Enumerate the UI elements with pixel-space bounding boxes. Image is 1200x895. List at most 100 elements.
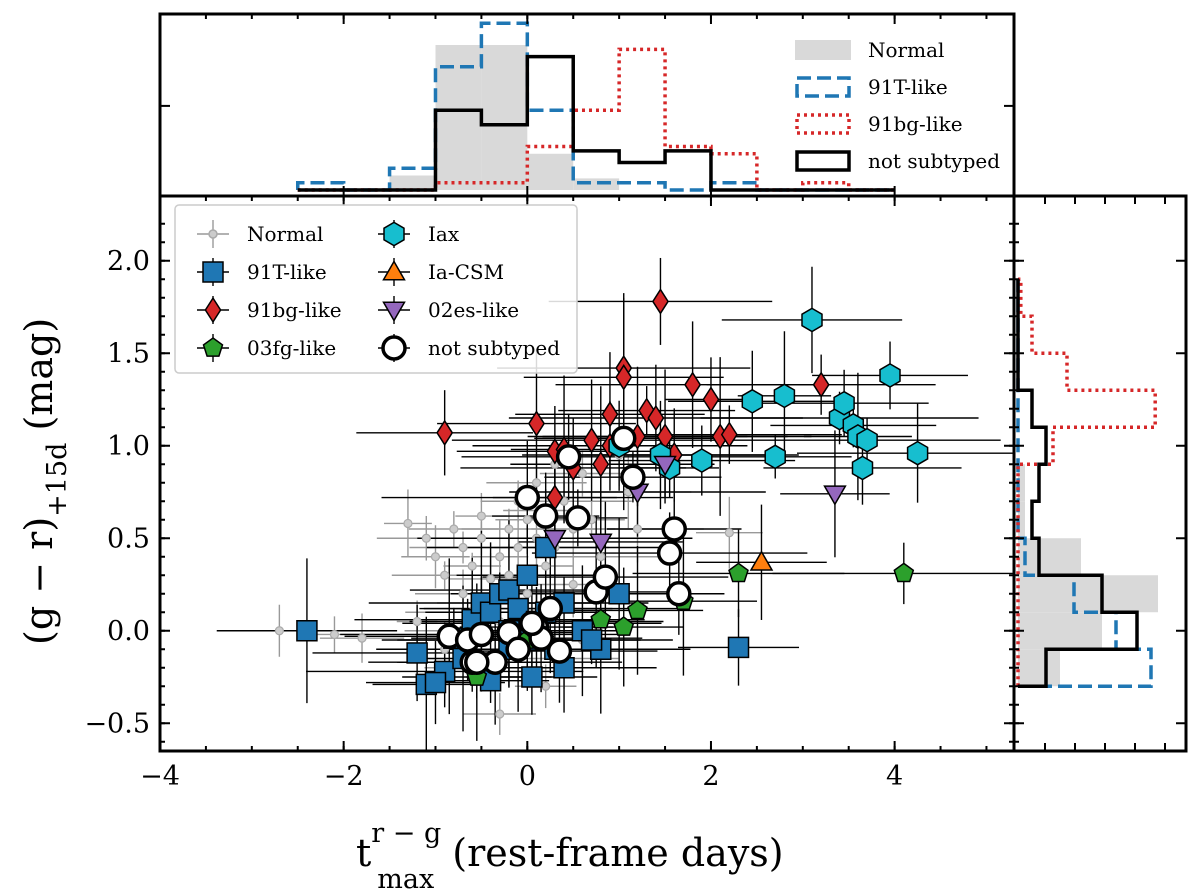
data-point xyxy=(504,570,514,580)
data-point xyxy=(476,533,486,543)
y-tick-label: 1.5 xyxy=(107,338,150,369)
hist-step xyxy=(297,54,895,192)
legend-marker xyxy=(383,221,405,247)
data-point xyxy=(514,484,541,511)
x-tick-label: 0 xyxy=(519,761,536,792)
axis-ticks: −4 −2 0 2 4 −0.5 0.0 0.5 1.0 1.5 2.0 xyxy=(84,14,1186,792)
x-tick-label: −2 xyxy=(324,761,364,792)
hist-bar xyxy=(435,45,482,190)
data-point xyxy=(546,638,573,664)
y-tick-label: 0.0 xyxy=(107,616,150,647)
data-point xyxy=(580,629,603,651)
legend-label: Normal xyxy=(247,222,323,246)
data-point xyxy=(720,421,738,448)
data-point xyxy=(833,390,855,416)
data-point xyxy=(357,633,367,643)
top-histogram xyxy=(295,21,895,192)
data-point xyxy=(724,528,734,538)
hist-step xyxy=(295,21,895,192)
data-point xyxy=(615,364,633,391)
hist-legend-swatch xyxy=(795,113,851,135)
hist-step xyxy=(1016,279,1139,688)
legend-label: 03fg-like xyxy=(247,336,336,360)
data-point xyxy=(521,666,543,688)
scatter-legend-box xyxy=(174,204,578,374)
data-point xyxy=(613,616,635,636)
data-point xyxy=(583,426,601,454)
y-tick-label: −0.5 xyxy=(84,708,150,739)
legend-marker xyxy=(202,261,224,283)
data-point xyxy=(879,363,901,388)
data-point xyxy=(773,383,796,409)
data-point xyxy=(412,616,422,627)
data-point xyxy=(485,574,496,584)
data-point xyxy=(592,450,610,478)
legend-label: Ia-CSM xyxy=(428,260,504,284)
data-point xyxy=(467,561,477,571)
hist-legend-label: not subtyped xyxy=(868,149,1000,173)
data-point xyxy=(647,404,665,432)
legend-marker xyxy=(208,229,218,239)
data-point xyxy=(440,570,450,580)
data-point xyxy=(449,524,459,534)
data-point xyxy=(727,636,750,659)
data-point xyxy=(507,597,529,620)
data-point xyxy=(764,444,786,470)
data-point xyxy=(505,636,531,662)
data-point xyxy=(666,581,692,607)
data-point xyxy=(532,503,559,529)
data-point xyxy=(504,524,514,534)
data-point xyxy=(555,444,582,470)
data-point xyxy=(893,562,915,583)
data-point xyxy=(851,455,874,481)
hist-bar xyxy=(573,178,620,190)
data-point xyxy=(812,371,830,398)
data-point xyxy=(651,288,669,315)
x-tick-label: −4 xyxy=(140,761,180,792)
data-point xyxy=(590,608,612,629)
hist-bar xyxy=(1018,575,1158,613)
data-point xyxy=(468,621,495,648)
data-point xyxy=(856,427,878,453)
data-point xyxy=(522,515,532,525)
data-point xyxy=(458,589,468,599)
y-tick-label: 0.5 xyxy=(107,523,150,554)
data-point xyxy=(458,542,468,553)
legends: Normal 91T-like 91bg-like 03fg-like Iax Ia-CS… xyxy=(174,38,1000,374)
legend-label: not subtyped xyxy=(428,336,560,360)
data-point xyxy=(522,589,532,599)
data-point xyxy=(424,671,447,694)
data-point xyxy=(627,599,648,620)
data-point xyxy=(592,564,619,590)
data-point xyxy=(596,552,606,562)
data-point xyxy=(479,601,502,623)
data-point xyxy=(906,440,929,466)
legend-marker xyxy=(381,335,407,361)
legend-label: Iax xyxy=(428,222,460,246)
data-point xyxy=(610,425,637,452)
data-point xyxy=(513,542,523,553)
y-tick-label: 2.0 xyxy=(107,246,150,277)
legend-label: 02es-like xyxy=(428,298,519,322)
data-point xyxy=(421,533,431,543)
data-point xyxy=(430,552,441,562)
legend-marker xyxy=(382,301,406,323)
hist-bar xyxy=(1018,501,1025,539)
data-point xyxy=(749,550,774,571)
x-tick-label: 4 xyxy=(886,761,903,792)
data-point xyxy=(436,419,454,447)
data-point xyxy=(801,307,823,333)
hist-bar xyxy=(527,153,574,190)
data-point xyxy=(274,626,284,636)
data-point xyxy=(661,516,687,542)
legend-marker xyxy=(202,337,224,357)
data-point xyxy=(656,540,683,566)
data-point xyxy=(588,533,613,554)
hist-bar xyxy=(1018,612,1102,650)
data-point xyxy=(541,681,551,691)
data-point xyxy=(741,388,764,414)
data-point xyxy=(632,524,643,534)
data-point xyxy=(519,610,545,637)
right-histogram xyxy=(1016,277,1158,688)
